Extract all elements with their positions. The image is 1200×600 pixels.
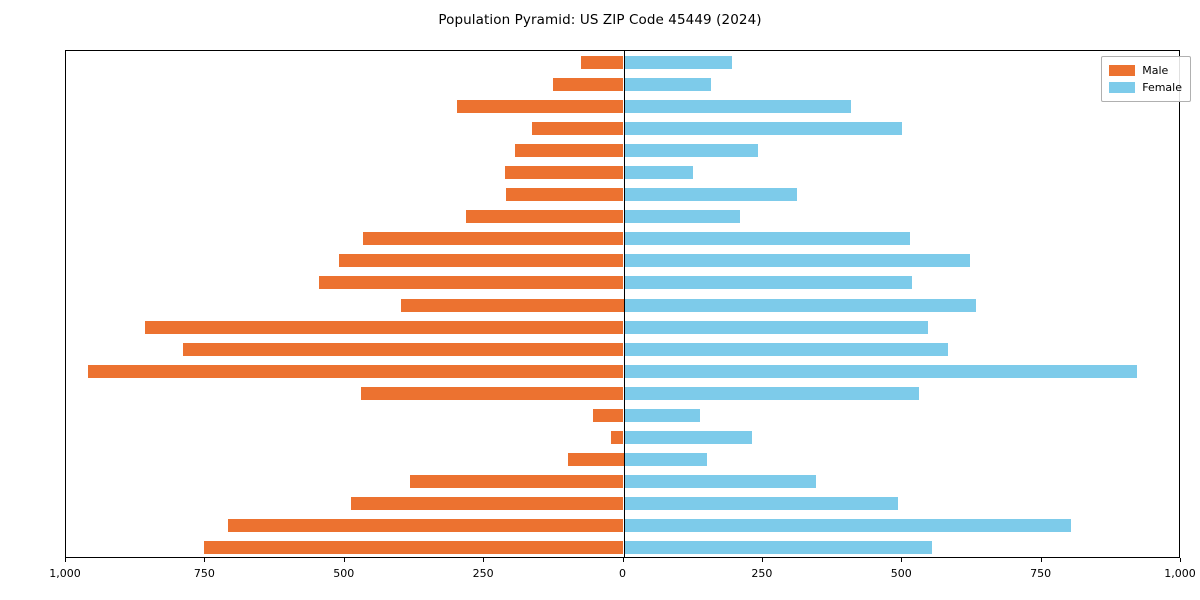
legend-item[interactable]: Male: [1109, 62, 1182, 79]
bar-female: [624, 99, 852, 113]
bar-male: [553, 77, 624, 91]
bar-male: [505, 165, 624, 179]
x-axis-tick-mark: [1040, 558, 1042, 562]
bar-male: [400, 298, 624, 312]
x-axis-tick-label: 750: [193, 567, 215, 580]
x-axis-tick-mark: [343, 558, 345, 562]
bar-female: [624, 77, 712, 91]
page-title: Population Pyramid: US ZIP Code 45449 (2…: [438, 12, 762, 28]
bar-male: [514, 143, 624, 157]
legend-color-swatch: [1109, 82, 1136, 93]
legend-color-swatch: [1109, 65, 1136, 76]
bar-female: [624, 55, 733, 69]
bar-female: [624, 519, 1071, 533]
bar-female: [624, 165, 693, 179]
bar-male: [227, 519, 624, 533]
x-axis-tick-mark: [1180, 558, 1181, 562]
bar-female: [624, 408, 700, 422]
bar-male: [581, 55, 624, 69]
bar-male: [319, 276, 624, 290]
x-axis-tick-label: 250: [472, 567, 494, 580]
bar-female: [624, 143, 759, 157]
bar-male: [465, 210, 624, 224]
bar-female: [624, 541, 932, 555]
x-axis-tick-label: 500: [333, 567, 355, 580]
bar-female: [624, 342, 948, 356]
bar-male: [88, 364, 624, 378]
x-axis-tick-mark: [761, 558, 763, 562]
bar-male: [351, 497, 624, 511]
x-axis-tick-label: 250: [751, 567, 773, 580]
bar-female: [624, 188, 798, 202]
zero-axis-line: [623, 51, 625, 557]
bar-male: [409, 475, 624, 489]
legend-item-label: Male: [1142, 64, 1169, 77]
bar-male: [505, 188, 624, 202]
bar-male: [144, 320, 624, 334]
x-axis-tick-label: 1,000: [49, 567, 81, 580]
x-axis-tick-mark: [204, 558, 206, 562]
bar-male: [567, 453, 624, 467]
legend-item[interactable]: Female: [1109, 79, 1182, 96]
plot-area: [65, 50, 1180, 558]
bar-female: [624, 254, 971, 268]
legend: Male Female: [1101, 56, 1191, 102]
bar-male: [204, 541, 624, 555]
x-axis-tick-label: 1,000: [1164, 567, 1196, 580]
bar-female: [624, 320, 929, 334]
bar-male: [592, 408, 624, 422]
bar-female: [624, 431, 752, 445]
bars-layer: [66, 51, 1179, 557]
x-axis-tick-mark: [622, 558, 624, 562]
legend-item-label: Female: [1142, 81, 1182, 94]
bar-female: [624, 232, 911, 246]
bar-male: [456, 99, 624, 113]
bar-female: [624, 210, 741, 224]
bar-male: [363, 232, 624, 246]
bar-female: [624, 298, 976, 312]
bar-female: [624, 276, 913, 290]
bar-female: [624, 364, 1138, 378]
bar-female: [624, 386, 919, 400]
x-axis-tick-label: 750: [1030, 567, 1052, 580]
bar-male: [532, 121, 624, 135]
bar-male: [183, 342, 624, 356]
x-axis-tick-label: 500: [890, 567, 912, 580]
x-axis-tick-label: 0: [619, 567, 626, 580]
bar-female: [624, 497, 898, 511]
x-axis-tick-mark: [901, 558, 903, 562]
x-axis: 1,000 750 500 250 0 250 500 750 1,000: [0, 558, 1200, 600]
bar-male: [611, 431, 624, 445]
x-axis-tick-mark: [65, 558, 66, 562]
bar-male: [339, 254, 624, 268]
bar-male: [361, 386, 624, 400]
x-axis-tick-mark: [483, 558, 485, 562]
bar-female: [624, 121, 903, 135]
bar-female: [624, 475, 817, 489]
bar-female: [624, 453, 707, 467]
